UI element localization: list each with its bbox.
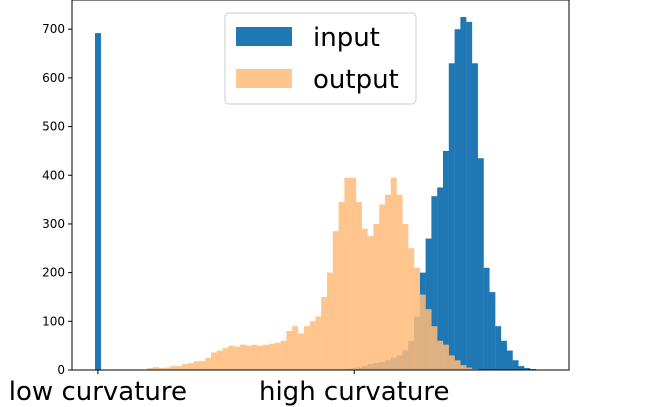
bar-input-63 — [460, 17, 467, 370]
x-axis: low curvature high curvature — [9, 370, 450, 407]
bar-output-23 — [234, 346, 241, 370]
bar-output-18 — [205, 357, 212, 370]
legend-label-output: output — [313, 65, 399, 95]
bar-output-29 — [269, 343, 275, 370]
bar-input-74 — [524, 368, 531, 370]
bar-output-42 — [344, 177, 351, 370]
x-tick-label: high curvature — [259, 377, 450, 407]
bar-input-64 — [466, 21, 473, 370]
bar-output-38 — [321, 296, 328, 370]
y-tick-label: 0 — [57, 363, 65, 377]
bar-input-61 — [448, 63, 455, 370]
bar-output-37 — [315, 316, 322, 370]
bar-output-8 — [147, 368, 154, 370]
bar-output-25 — [245, 345, 252, 370]
bar-output-59 — [443, 344, 449, 370]
bar-output-56 — [425, 309, 432, 370]
bar-output-24 — [240, 344, 246, 370]
bar-output-49 — [385, 194, 391, 370]
bar-output-60 — [448, 355, 455, 370]
bar-input-60 — [443, 150, 449, 370]
bar-output-20 — [216, 350, 223, 370]
bar-output-43 — [350, 177, 357, 370]
bar-output-53 — [408, 248, 415, 370]
bar-output-21 — [222, 348, 229, 370]
bar-output-54 — [414, 267, 420, 370]
bar-output-32 — [286, 331, 293, 370]
bar-output-63 — [466, 367, 473, 370]
bar-output-28 — [263, 344, 270, 370]
bar-output-19 — [211, 352, 217, 370]
bar-output-50 — [390, 177, 397, 370]
bar-output-55 — [419, 294, 426, 370]
bar-input-67 — [483, 267, 490, 370]
y-axis: 0 100 200 300 400 500 600 700 — [42, 22, 72, 377]
bar-output-27 — [257, 345, 264, 370]
bar-output-58 — [437, 340, 444, 370]
bar-input-70 — [501, 340, 507, 370]
bar-input-57 — [425, 238, 432, 370]
output-series-bars — [141, 177, 478, 370]
bar-input-58 — [431, 196, 438, 370]
y-tick-label: 300 — [42, 217, 65, 231]
y-tick-label: 600 — [42, 71, 65, 85]
bar-output-40 — [332, 231, 339, 370]
bar-output-52 — [402, 223, 409, 370]
bar-input-65 — [472, 63, 478, 370]
bar-input-68 — [489, 292, 496, 370]
legend-label-input: input — [313, 23, 380, 53]
bar-input-66 — [477, 158, 484, 370]
y-tick-label: 200 — [42, 266, 65, 280]
bar-output-39 — [327, 272, 333, 370]
bar-output-36 — [309, 321, 316, 370]
bar-output-22 — [228, 345, 235, 370]
bar-output-41 — [338, 202, 345, 370]
bar-output-34 — [298, 333, 304, 370]
bar-output-45 — [361, 228, 368, 370]
legend-swatch-output — [236, 69, 292, 88]
bar-output-48 — [379, 204, 386, 370]
bar-output-47 — [373, 223, 380, 370]
x-tick-label: low curvature — [9, 377, 187, 407]
bar-input-0 — [95, 33, 101, 371]
bar-input-62 — [454, 29, 461, 371]
bar-output-26 — [251, 344, 258, 370]
bar-output-62 — [460, 365, 467, 370]
y-tick-label: 100 — [42, 314, 65, 328]
bar-output-17 — [199, 361, 206, 370]
bar-output-51 — [396, 194, 403, 370]
bar-output-11 — [164, 367, 171, 370]
bar-output-13 — [176, 366, 183, 370]
y-tick-label: 400 — [42, 168, 65, 182]
bar-output-9 — [153, 367, 159, 370]
bar-output-16 — [193, 361, 200, 370]
y-tick-label: 700 — [42, 22, 65, 36]
legend: input output — [224, 12, 417, 105]
bar-output-33 — [292, 326, 299, 370]
bar-input-73 — [518, 366, 525, 370]
bar-input-69 — [495, 326, 502, 370]
bar-output-35 — [303, 326, 310, 370]
y-tick-label: 500 — [42, 120, 65, 134]
bar-output-46 — [367, 236, 374, 370]
bar-output-14 — [182, 364, 188, 370]
bar-output-15 — [187, 363, 194, 370]
bar-output-57 — [431, 326, 438, 370]
bar-output-12 — [170, 366, 177, 370]
plot-frame — [71, 0, 570, 371]
bar-input-71 — [506, 350, 513, 370]
bar-output-10 — [158, 368, 165, 370]
bar-output-31 — [280, 340, 287, 370]
bar-output-61 — [454, 360, 461, 370]
bar-input-59 — [437, 187, 444, 370]
legend-swatch-input — [236, 27, 292, 46]
bar-input-72 — [512, 360, 519, 370]
bar-output-44 — [356, 202, 362, 370]
bar-output-30 — [274, 342, 281, 370]
